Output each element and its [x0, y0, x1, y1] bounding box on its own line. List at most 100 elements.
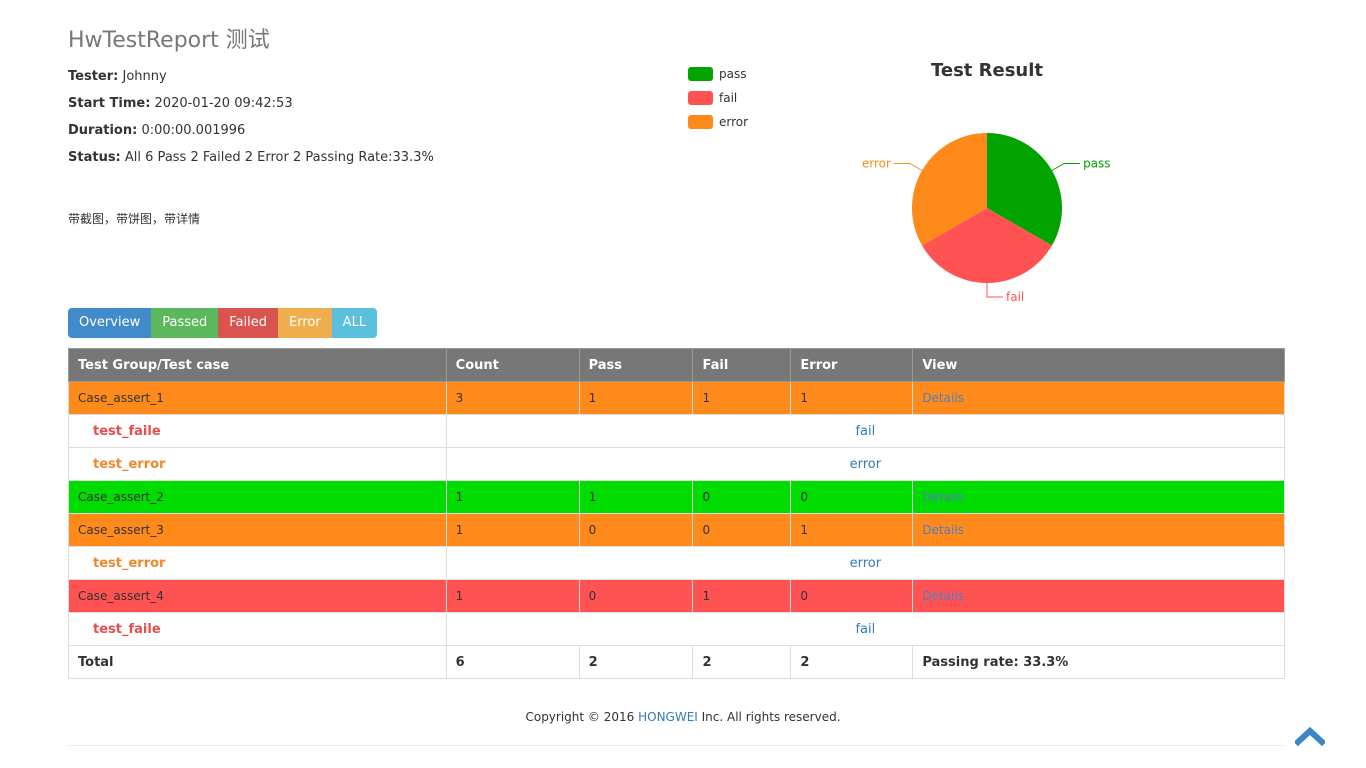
group-count: 1 [445, 579, 580, 613]
group-row-case-assert-1: Case_assert_1 3 1 1 1 Details [68, 381, 1285, 415]
group-count: 3 [445, 381, 580, 415]
legend-label-pass: pass [719, 67, 747, 81]
case-row: test_faile fail [68, 612, 1286, 646]
group-fail: 0 [692, 513, 792, 547]
details-link[interactable]: Details [922, 589, 964, 603]
group-view: Details [912, 381, 1285, 415]
failed-button[interactable]: Failed [218, 308, 278, 338]
group-error: 0 [790, 579, 914, 613]
tester-line: Tester: Johnny [68, 69, 167, 84]
report-description: 带截图，带饼图，带详情 [68, 212, 201, 226]
case-name: test_error [68, 546, 447, 580]
group-error: 1 [790, 381, 914, 415]
legend-swatch-pass [688, 67, 713, 81]
group-count: 1 [445, 480, 580, 514]
error-button[interactable]: Error [277, 308, 332, 338]
footer-divider [68, 745, 1285, 746]
group-pass: 1 [578, 480, 694, 514]
pie-leader-fail [986, 283, 1003, 298]
group-name: Case_assert_1 [68, 381, 447, 415]
status-value: All 6 Pass 2 Failed 2 Error 2 Passing Ra… [124, 150, 434, 165]
col-header-error: Error [790, 348, 914, 382]
group-pass: 1 [578, 381, 694, 415]
legend-label-error: error [719, 115, 749, 129]
col-header-count: Count [445, 348, 580, 382]
total-count: 6 [445, 645, 580, 679]
footer-suffix: Inc. All rights reserved. [697, 710, 841, 724]
case-result-link[interactable]: error [445, 546, 1286, 580]
total-rate: Passing rate: 33.3% [912, 645, 1285, 679]
back-to-top-icon[interactable] [1295, 724, 1325, 746]
page-title: HwTestReport 测试 [68, 28, 270, 53]
pie-label-fail: fail [1006, 290, 1024, 304]
status-label: Status: [68, 150, 121, 165]
passing-rate-label: Passing rate: [922, 654, 1019, 670]
group-pass: 0 [578, 513, 694, 547]
passed-button[interactable]: Passed [151, 308, 219, 338]
result-table: Test Group/Test case Count Pass Fail Err… [68, 348, 1286, 679]
legend-item-error[interactable]: error [688, 110, 748, 134]
group-row-case-assert-4: Case_assert_4 1 0 1 0 Details [68, 579, 1285, 613]
legend-item-fail[interactable]: fail [688, 86, 748, 110]
pie-leader-pass [1051, 163, 1081, 171]
passing-rate-value: 33.3% [1023, 654, 1069, 670]
col-header-fail: Fail [692, 348, 792, 382]
footer: Copyright © 2016 HONGWEI Inc. All rights… [0, 710, 1366, 724]
group-row-case-assert-2: Case_assert_2 1 1 0 0 Details [68, 480, 1285, 514]
group-error: 0 [790, 480, 914, 514]
details-link[interactable]: Details [922, 523, 964, 537]
start-time-label: Start Time: [68, 96, 151, 111]
case-result-link[interactable]: error [445, 447, 1286, 481]
total-pass: 2 [578, 645, 694, 679]
group-name: Case_assert_4 [68, 579, 447, 613]
chart-title: Test Result [930, 60, 1044, 81]
legend-label-fail: fail [719, 91, 738, 105]
group-name: Case_assert_2 [68, 480, 447, 514]
group-name: Case_assert_3 [68, 513, 447, 547]
start-time-line: Start Time: 2020-01-20 09:42:53 [68, 96, 293, 111]
tester-label: Tester: [68, 69, 119, 84]
details-link[interactable]: Details [922, 490, 964, 504]
duration-line: Duration: 0:00:00.001996 [68, 123, 245, 138]
col-header-view: View [912, 348, 1285, 382]
case-name: test_faile [68, 414, 447, 448]
case-row: test_error error [68, 447, 1286, 481]
pie-slice-error[interactable] [912, 133, 987, 246]
total-label: Total [68, 645, 447, 679]
group-fail: 1 [692, 579, 792, 613]
group-fail: 0 [692, 480, 792, 514]
case-result-link[interactable]: fail [445, 612, 1286, 646]
footer-brand-link[interactable]: HONGWEI [638, 710, 698, 724]
legend-item-pass[interactable]: pass [688, 62, 748, 86]
pie-label-pass: pass [1083, 157, 1110, 171]
table-header-row: Test Group/Test case Count Pass Fail Err… [68, 348, 1285, 382]
group-pass: 0 [578, 579, 694, 613]
group-view: Details [912, 579, 1285, 613]
start-time-value: 2020-01-20 09:42:53 [154, 96, 293, 111]
pie-leader-error [893, 163, 923, 171]
col-header-group: Test Group/Test case [68, 348, 447, 382]
case-name: test_faile [68, 612, 447, 646]
chart-legend: pass fail error [688, 62, 748, 134]
group-row-case-assert-3: Case_assert_3 1 0 0 1 Details [68, 513, 1285, 547]
tester-value: Johnny [122, 69, 167, 84]
total-fail: 2 [692, 645, 792, 679]
pie-slice-pass[interactable] [987, 133, 1062, 246]
case-name: test_error [68, 447, 447, 481]
case-row: test_error error [68, 546, 1286, 580]
pie-chart: pass fail error [862, 133, 1111, 304]
footer-prefix: Copyright © 2016 [525, 710, 639, 724]
details-link[interactable]: Details [922, 391, 964, 405]
duration-label: Duration: [68, 123, 138, 138]
group-view: Details [912, 480, 1285, 514]
total-row: Total 6 2 2 2 Passing rate: 33.3% [68, 645, 1285, 679]
legend-swatch-error [688, 115, 713, 129]
filter-button-group: Overview Passed Failed Error ALL [68, 308, 378, 338]
all-button[interactable]: ALL [331, 308, 378, 338]
overview-button[interactable]: Overview [68, 308, 152, 338]
case-result-link[interactable]: fail [445, 414, 1286, 448]
legend-swatch-fail [688, 91, 713, 105]
status-line: Status: All 6 Pass 2 Failed 2 Error 2 Pa… [68, 150, 434, 165]
col-header-pass: Pass [578, 348, 694, 382]
pie-label-error: error [862, 157, 891, 171]
